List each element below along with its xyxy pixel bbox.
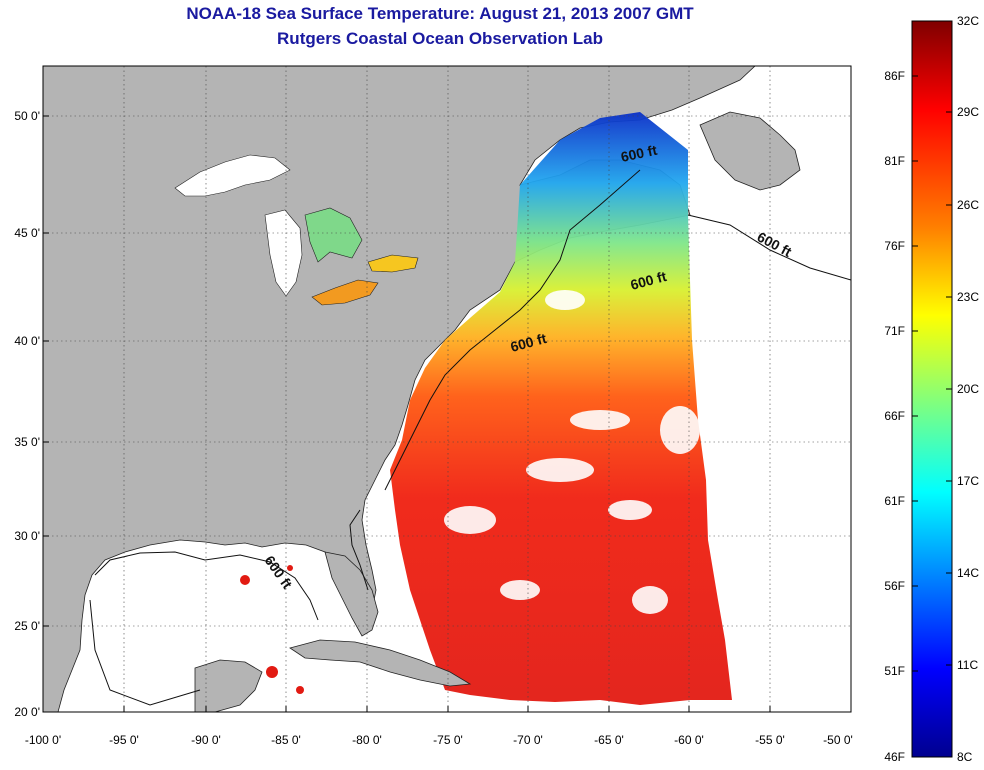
lon-tick-label: -95 0' (109, 733, 139, 747)
gulf-sst-patches (227, 565, 304, 694)
map-subtitle: Rutgers Coastal Ocean Observation Lab (277, 29, 603, 48)
lon-tick-label: -50 0' (823, 733, 853, 747)
fahrenheit-label: 56F (884, 579, 905, 593)
fahrenheit-label: 76F (884, 239, 905, 253)
fahrenheit-label: 66F (884, 409, 905, 423)
celsius-label: 23C (957, 290, 979, 304)
lat-tick-label: 40 0' (14, 334, 40, 348)
celsius-label: 14C (957, 566, 979, 580)
lon-tick-label: -60 0' (674, 733, 704, 747)
celsius-label: 11C (957, 658, 978, 672)
lat-tick-label: 35 0' (14, 435, 40, 449)
celsius-label: 26C (957, 198, 979, 212)
fahrenheit-label: 61F (884, 494, 905, 508)
lat-tick-labels: 50 0' 45 0' 40 0' 35 0' 30 0' 25 0' 20 0… (14, 109, 40, 719)
lon-tick-label: -80 0' (352, 733, 382, 747)
lon-tick-label: -85 0' (271, 733, 301, 747)
axis-ticks (42, 115, 852, 712)
colorbar (911, 20, 953, 758)
land-florida (324, 551, 379, 637)
lon-tick-label: -100 0' (25, 733, 61, 747)
fahrenheit-label: 86F (884, 69, 905, 83)
lon-tick-labels: -100 0' -95 0' -90 0' -85 0' -80 0' -75 … (25, 733, 853, 747)
fahrenheit-label: 46F (884, 750, 905, 764)
sst-swath (390, 112, 732, 705)
celsius-label: 29C (957, 105, 979, 119)
map-plot: 600 ft 600 ft 600 ft 600 ft 600 ft (43, 66, 851, 712)
lat-tick-label: 45 0' (14, 226, 40, 240)
lake-huron (304, 207, 363, 263)
fahrenheit-label: 51F (884, 664, 905, 678)
lat-tick-label: 25 0' (14, 619, 40, 633)
lon-tick-label: -70 0' (513, 733, 543, 747)
map-frame (42, 65, 852, 713)
lake-michigan-huron (264, 209, 303, 297)
map-title: NOAA-18 Sea Surface Temperature: August … (186, 4, 694, 23)
lon-tick-label: -65 0' (594, 733, 624, 747)
land-cuba (289, 639, 472, 687)
lat-tick-label: 30 0' (14, 529, 40, 543)
celsius-label: 8C (957, 750, 973, 764)
lon-tick-label: -55 0' (755, 733, 785, 747)
celsius-label: 20C (957, 382, 979, 396)
celsius-label: 17C (957, 474, 979, 488)
lake-superior (174, 154, 291, 197)
isobath-label: 600 ft (619, 142, 658, 165)
lake-erie (311, 279, 379, 306)
colorbar-celsius-labels: 32C 29C 26C 23C 20C 17C 14C 11C 8C (957, 14, 979, 764)
lake-ontario (367, 254, 419, 273)
land-yucatan (194, 659, 263, 712)
fahrenheit-label: 71F (884, 324, 905, 338)
lon-tick-label: -90 0' (191, 733, 221, 747)
lat-tick-label: 20 0' (14, 705, 40, 719)
lon-tick-label: -75 0' (433, 733, 463, 747)
colorbar-ticks (912, 75, 952, 672)
lat-tick-label: 50 0' (14, 109, 40, 123)
isobath-600ft (89, 169, 851, 706)
celsius-label: 32C (957, 14, 979, 28)
fahrenheit-label: 81F (884, 154, 905, 168)
colorbar-fahrenheit-labels: 86F 81F 76F 71F 66F 61F 56F 51F 46F (884, 69, 905, 764)
